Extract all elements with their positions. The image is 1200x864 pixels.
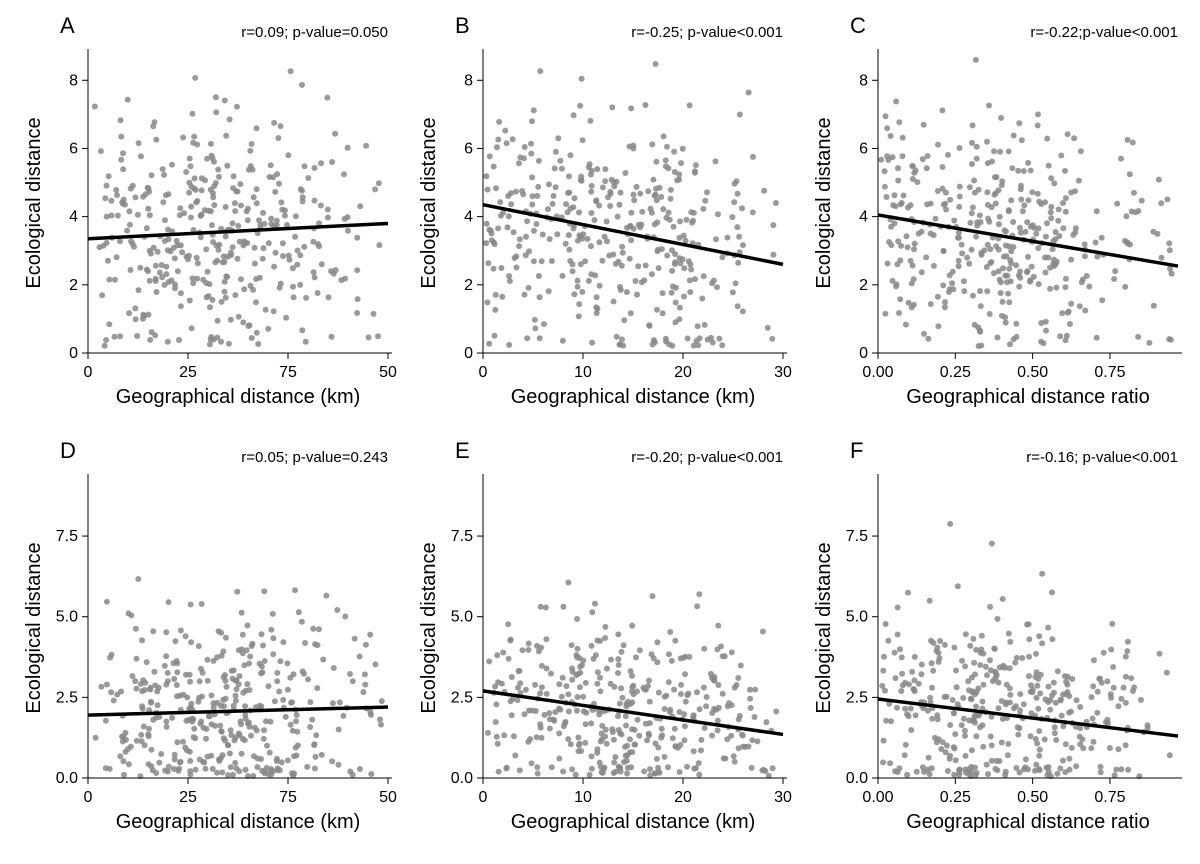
x-axis-label: Geographical distance ratio: [906, 811, 1149, 833]
x-axis-label: Geographical distance (km): [511, 386, 756, 408]
x-tick-label: 25: [179, 789, 197, 806]
x-tick-label: 0.50: [1017, 789, 1048, 806]
y-tick-label: 6: [464, 140, 473, 157]
y-tick-label: 0: [464, 345, 473, 362]
x-tick-label: 25: [179, 364, 197, 381]
scatter-points: [878, 57, 1174, 349]
x-tick-label: 50: [379, 789, 397, 806]
panel-a: 0 25 75 50 0 2 4 6 8 Geographical distance (km) Ec…: [10, 5, 405, 430]
panel-letter: F: [850, 438, 863, 463]
x-tick-label: 20: [674, 364, 692, 381]
y-axis-label: Ecological distance: [813, 117, 835, 288]
stats-annotation: r=-0.16; p-value<0.001: [1026, 449, 1178, 466]
x-tick-label: 0: [479, 789, 488, 806]
y-tick-label: 4: [69, 209, 78, 226]
stats-annotation: r=0.05; p-value=0.243: [241, 449, 388, 466]
scatter-points: [483, 61, 779, 349]
x-tick-label: 0: [84, 789, 93, 806]
y-tick-label: 7.5: [56, 528, 78, 545]
y-tick-label: 6: [859, 140, 868, 157]
panel-d: 0 25 75 50 0.0 2.5 5.0 7.5 Geographical distance…: [10, 430, 405, 855]
x-tick-label: 0: [84, 364, 93, 381]
y-tick-label: 2.5: [56, 689, 78, 706]
y-tick-label: 5.0: [56, 609, 78, 626]
x-tick-label: 30: [774, 789, 792, 806]
stats-annotation: r=-0.20; p-value<0.001: [631, 449, 783, 466]
x-tick-label: 0.75: [1094, 789, 1125, 806]
x-tick-label: 0: [479, 364, 488, 381]
x-tick-label: 50: [379, 364, 397, 381]
y-tick-label: 4: [859, 209, 868, 226]
x-tick-label: 75: [279, 364, 297, 381]
panel-letter: A: [60, 13, 75, 38]
x-tick-label: 0.50: [1017, 364, 1048, 381]
y-tick-label: 8: [464, 72, 473, 89]
stats-annotation: r=-0.22;p-value<0.001: [1030, 24, 1178, 41]
x-tick-label: 30: [774, 364, 792, 381]
panel-letter: D: [60, 438, 76, 463]
panel-e: 0 10 20 30 0.0 2.5 5.0 7.5 Geographical distance…: [405, 430, 800, 855]
x-axis-label: Geographical distance (km): [511, 811, 756, 833]
x-tick-label: 0.25: [940, 364, 971, 381]
panel-f: 0.00 0.25 0.50 0.75 0.0 2.5 5.0 7.5 Geographical…: [800, 430, 1195, 855]
x-tick-label: 75: [279, 789, 297, 806]
y-tick-label: 5.0: [451, 609, 473, 626]
regression-line: [878, 699, 1178, 736]
y-tick-label: 7.5: [451, 528, 473, 545]
x-tick-label: 10: [574, 364, 592, 381]
y-tick-label: 0: [859, 345, 868, 362]
x-tick-label: 20: [674, 789, 692, 806]
y-tick-label: 2.5: [451, 689, 473, 706]
panel-c: 0.00 0.25 0.50 0.75 0 2 4 6 8 Geographical distan…: [800, 5, 1195, 430]
scatter-grid-figure: 0 25 75 50 0 2 4 6 8 Geographical distance (km) Ec…: [0, 0, 1200, 864]
panel-letter: B: [455, 13, 470, 38]
y-tick-label: 0.0: [56, 770, 78, 787]
y-tick-label: 8: [859, 72, 868, 89]
y-axis-label: Ecological distance: [418, 117, 440, 288]
y-axis-label: Ecological distance: [23, 117, 45, 288]
panel-letter: C: [850, 13, 866, 38]
scatter-points: [879, 521, 1173, 779]
y-tick-label: 2: [859, 277, 868, 294]
y-tick-label: 0: [69, 345, 78, 362]
x-tick-label: 0.00: [862, 364, 893, 381]
y-tick-label: 6: [69, 140, 78, 157]
x-axis-label: Geographical distance (km): [116, 811, 361, 833]
y-tick-label: 4: [464, 209, 473, 226]
x-axis-label: Geographical distance (km): [116, 386, 361, 408]
y-axis-label: Ecological distance: [813, 542, 835, 713]
x-tick-label: 0.25: [940, 789, 971, 806]
y-tick-label: 0.0: [846, 770, 868, 787]
panel-b: 0 10 20 30 0 2 4 6 8 Geographical distance (km) Ec…: [405, 5, 800, 430]
scatter-points: [93, 576, 385, 779]
x-axis-label: Geographical distance ratio: [906, 386, 1149, 408]
y-tick-label: 5.0: [846, 609, 868, 626]
scatter-points: [485, 580, 779, 779]
y-tick-label: 8: [69, 72, 78, 89]
x-tick-label: 10: [574, 789, 592, 806]
y-tick-label: 2: [464, 277, 473, 294]
scatter-points: [92, 68, 383, 349]
y-axis-label: Ecological distance: [23, 542, 45, 713]
stats-annotation: r=-0.25; p-value<0.001: [631, 24, 783, 41]
x-tick-label: 0.00: [862, 789, 893, 806]
stats-annotation: r=0.09; p-value=0.050: [241, 24, 388, 41]
y-tick-label: 0.0: [451, 770, 473, 787]
panel-letter: E: [455, 438, 470, 463]
y-axis-label: Ecological distance: [418, 542, 440, 713]
x-tick-label: 0.75: [1094, 364, 1125, 381]
y-tick-label: 7.5: [846, 528, 868, 545]
y-tick-label: 2.5: [846, 689, 868, 706]
y-tick-label: 2: [69, 277, 78, 294]
